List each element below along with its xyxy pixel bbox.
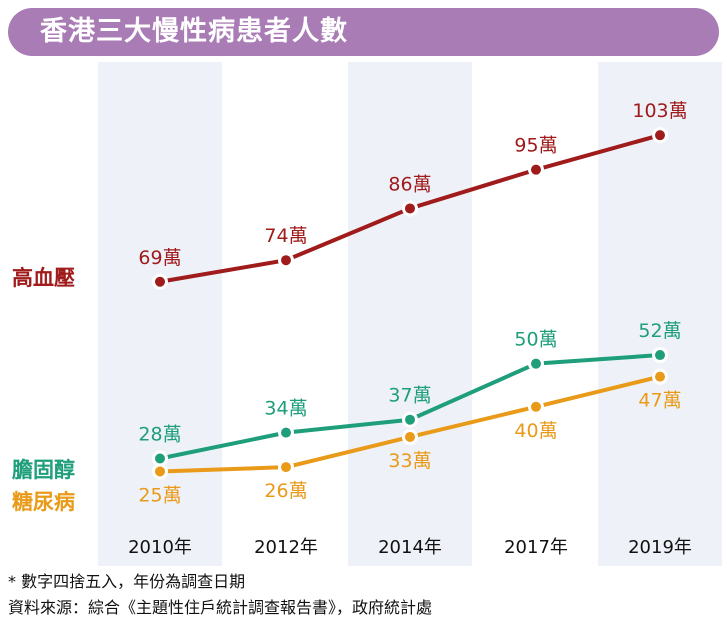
data-label: 50萬 <box>514 329 557 351</box>
x-tick-label: 2017年 <box>504 537 568 558</box>
data-label: 47萬 <box>638 390 681 412</box>
data-label: 33萬 <box>388 450 431 472</box>
legend-label: 糖尿病 <box>12 490 75 514</box>
data-point <box>405 414 415 425</box>
data-label: 40萬 <box>514 420 557 442</box>
data-label: 86萬 <box>388 173 431 195</box>
title-bar: 香港三大慢性病患者人數 <box>8 8 719 56</box>
data-point <box>155 466 165 477</box>
data-point <box>405 203 415 214</box>
data-label: 74萬 <box>264 225 307 247</box>
data-point <box>655 371 665 382</box>
data-point <box>281 462 291 473</box>
data-label: 95萬 <box>514 135 557 157</box>
footnote: * 數字四捨五入，年份為調查日期 <box>8 572 246 591</box>
data-point <box>655 350 665 361</box>
data-point <box>531 401 541 412</box>
data-label: 34萬 <box>264 398 307 420</box>
source-note: 資料來源：綜合《主題性住戶統計調查報告書》，政府統計處 <box>8 598 433 617</box>
data-label: 103萬 <box>632 100 687 122</box>
data-point <box>655 130 665 141</box>
x-tick-label: 2019年 <box>628 537 692 558</box>
legend-label: 高血壓 <box>12 266 75 290</box>
column-band-0 <box>98 62 222 566</box>
data-label: 26萬 <box>264 480 307 502</box>
x-tick-label: 2014年 <box>378 537 442 558</box>
column-band-2 <box>348 62 472 566</box>
x-tick-label: 2012年 <box>254 537 318 558</box>
x-tick-label: 2010年 <box>128 537 192 558</box>
data-point <box>281 427 291 438</box>
data-point <box>405 431 415 442</box>
data-point <box>155 276 165 287</box>
page-title: 香港三大慢性病患者人數 <box>40 16 348 47</box>
data-label: 37萬 <box>388 385 431 407</box>
data-label: 25萬 <box>138 484 181 506</box>
data-point <box>281 255 291 266</box>
data-point <box>531 358 541 369</box>
data-point <box>531 164 541 175</box>
data-point <box>155 453 165 464</box>
data-label: 28萬 <box>138 424 181 446</box>
data-label: 69萬 <box>138 247 181 269</box>
legend-label: 膽固醇 <box>12 458 75 482</box>
data-label: 52萬 <box>638 320 681 342</box>
